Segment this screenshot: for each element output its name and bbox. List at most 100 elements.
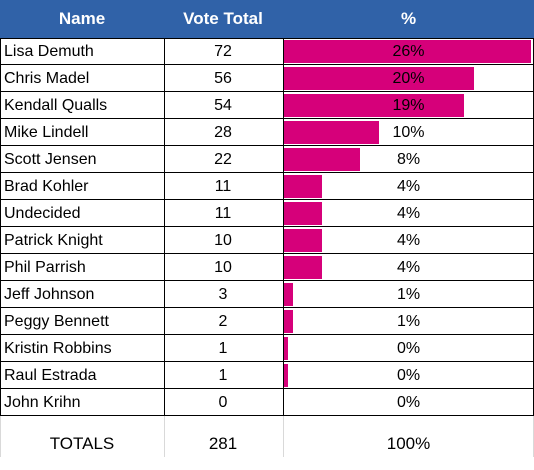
data-bar [284, 94, 464, 117]
vote-total-cell[interactable]: 11 [214, 205, 232, 222]
candidate-name-cell[interactable]: Raul Estrada [4, 367, 97, 384]
row-divider [0, 199, 534, 200]
data-bar [284, 229, 322, 252]
vote-total-cell[interactable]: 1 [218, 367, 228, 384]
row-divider [0, 253, 534, 254]
column-divider [164, 416, 165, 457]
percent-cell[interactable]: 26% [284, 38, 533, 65]
column-divider [283, 38, 284, 416]
percent-cell[interactable]: 0% [284, 362, 533, 389]
vote-total-cell[interactable]: 2 [218, 313, 228, 330]
percent-cell[interactable]: 4% [284, 254, 533, 281]
percent-label: 8% [396, 151, 421, 168]
data-bar [284, 40, 531, 63]
percent-cell[interactable]: 20% [284, 65, 533, 92]
percent-cell[interactable]: 1% [284, 281, 533, 308]
candidate-name-cell[interactable]: Phil Parrish [4, 259, 86, 276]
column-divider [0, 38, 1, 416]
header-vote-total[interactable]: Vote Total [183, 9, 263, 28]
percent-cell[interactable]: 10% [284, 119, 533, 146]
data-bar [284, 256, 322, 279]
candidate-name-cell[interactable]: Lisa Demuth [4, 43, 94, 60]
vote-total-cell[interactable]: 11 [214, 178, 232, 195]
totals-percent[interactable]: 100% [386, 434, 431, 453]
totals-label[interactable]: TOTALS [49, 434, 115, 453]
percent-cell[interactable]: 4% [284, 173, 533, 200]
data-bar [284, 310, 293, 333]
percent-label: 10% [392, 124, 425, 141]
table-row: Patrick Knight 10 4% [0, 227, 534, 254]
candidate-name-cell[interactable]: Chris Madel [4, 70, 90, 87]
candidate-name-cell[interactable]: Undecided [4, 205, 81, 222]
row-divider [0, 172, 534, 173]
table-row: Scott Jensen 22 8% [0, 146, 534, 173]
vote-total-cell[interactable]: 72 [214, 43, 232, 60]
row-divider [0, 64, 534, 65]
candidate-name-cell[interactable]: Mike Lindell [4, 124, 89, 141]
table-row: Peggy Bennett 2 1% [0, 308, 534, 335]
percent-label: 0% [396, 340, 421, 357]
data-bar [284, 148, 360, 171]
percent-label: 4% [396, 232, 421, 249]
table-header: Name Vote Total % [0, 0, 534, 38]
candidate-name-cell[interactable]: Kendall Qualls [4, 97, 108, 114]
row-divider [0, 226, 534, 227]
table-row: Jeff Johnson 3 1% [0, 281, 534, 308]
table-row: Brad Kohler 11 4% [0, 173, 534, 200]
row-divider [0, 38, 534, 39]
vote-total-cell[interactable]: 28 [214, 124, 232, 141]
candidate-name-cell[interactable]: Patrick Knight [4, 232, 103, 249]
percent-label: 0% [396, 367, 421, 384]
vote-total-cell[interactable]: 10 [214, 232, 232, 249]
row-divider [0, 91, 534, 92]
percent-label: 4% [396, 259, 421, 276]
column-divider [164, 38, 165, 416]
row-divider [0, 334, 534, 335]
candidate-name-cell[interactable]: John Krihn [4, 394, 81, 411]
vote-total-cell[interactable]: 0 [218, 394, 228, 411]
totals-votes[interactable]: 281 [208, 434, 238, 453]
table-row: John Krihn 0 0% [0, 389, 534, 416]
row-divider [0, 361, 534, 362]
table-row: Raul Estrada 1 0% [0, 362, 534, 389]
totals-row: TOTALS 281 100% [0, 418, 534, 457]
vote-total-cell[interactable]: 22 [214, 151, 232, 168]
header-name[interactable]: Name [58, 9, 106, 28]
percent-cell[interactable]: 4% [284, 227, 533, 254]
table-row: Phil Parrish 10 4% [0, 254, 534, 281]
percent-cell[interactable]: 8% [284, 146, 533, 173]
vote-total-cell[interactable]: 3 [218, 286, 228, 303]
table-row: Mike Lindell 28 10% [0, 119, 534, 146]
percent-label: 0% [396, 394, 421, 411]
percent-label: 1% [396, 286, 421, 303]
data-bar [284, 364, 288, 387]
vote-total-cell[interactable]: 10 [214, 259, 232, 276]
header-percent[interactable]: % [400, 9, 417, 28]
vote-total-cell[interactable]: 56 [214, 70, 232, 87]
percent-cell[interactable]: 19% [284, 92, 533, 119]
row-divider [0, 415, 534, 416]
candidate-name-cell[interactable]: Jeff Johnson [4, 286, 95, 303]
table-row: Kendall Qualls 54 19% [0, 92, 534, 119]
data-bar [284, 67, 474, 90]
percent-label: 1% [396, 313, 421, 330]
data-bar [284, 175, 322, 198]
vote-total-cell[interactable]: 54 [214, 97, 232, 114]
candidate-name-cell[interactable]: Scott Jensen [4, 151, 97, 168]
candidate-name-cell[interactable]: Brad Kohler [4, 178, 89, 195]
vote-total-cell[interactable]: 1 [218, 340, 228, 357]
percent-label: 19% [392, 97, 425, 114]
candidate-name-cell[interactable]: Kristin Robbins [4, 340, 112, 357]
percent-cell[interactable]: 1% [284, 308, 533, 335]
table-row: Undecided 11 4% [0, 200, 534, 227]
row-divider [0, 388, 534, 389]
percent-label: 4% [396, 205, 421, 222]
percent-cell[interactable]: 0% [284, 335, 533, 362]
percent-label: 4% [396, 178, 421, 195]
percent-cell[interactable]: 0% [284, 389, 533, 416]
data-bar [284, 337, 288, 360]
candidate-name-cell[interactable]: Peggy Bennett [4, 313, 109, 330]
column-divider [283, 416, 284, 457]
row-divider [0, 280, 534, 281]
percent-cell[interactable]: 4% [284, 200, 533, 227]
